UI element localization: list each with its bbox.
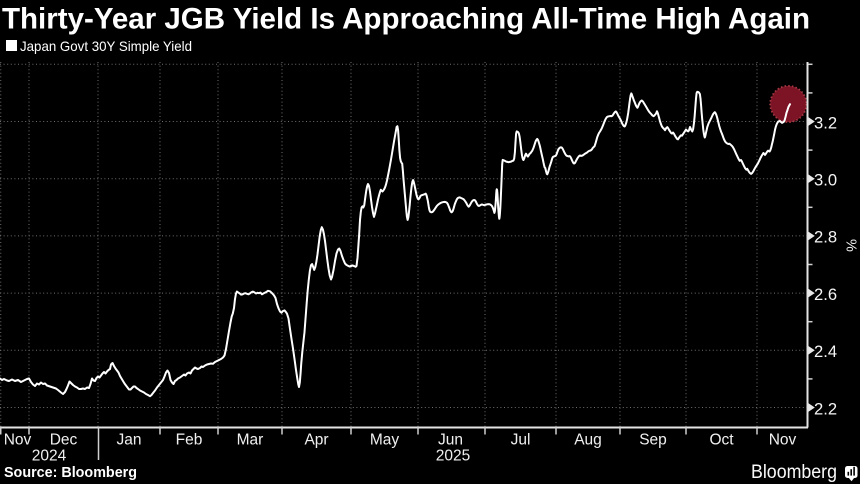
svg-text:Nov: Nov	[4, 432, 32, 449]
svg-text:2025: 2025	[436, 448, 470, 465]
svg-text:2.8: 2.8	[814, 228, 837, 247]
svg-text:Aug: Aug	[574, 432, 602, 449]
svg-text:2.6: 2.6	[814, 285, 837, 304]
svg-text:Japan Govt 30Y Simple Yield: Japan Govt 30Y Simple Yield	[20, 38, 192, 54]
svg-text:Jan: Jan	[117, 432, 142, 449]
svg-text:2.2: 2.2	[814, 399, 837, 418]
svg-text:Nov: Nov	[769, 432, 797, 449]
svg-text:Jun: Jun	[438, 432, 463, 449]
svg-text:May: May	[370, 432, 400, 449]
svg-text:3.2: 3.2	[814, 113, 837, 132]
svg-text:Jul: Jul	[511, 432, 531, 449]
svg-text:%: %	[842, 239, 858, 252]
svg-text:Thirty-Year JGB Yield Is Appro: Thirty-Year JGB Yield Is Approaching All…	[2, 3, 810, 36]
svg-text:Mar: Mar	[237, 432, 264, 449]
svg-text:Source: Bloomberg: Source: Bloomberg	[4, 465, 137, 481]
svg-text:Oct: Oct	[709, 432, 734, 449]
svg-text:2.4: 2.4	[814, 342, 837, 361]
svg-text:Feb: Feb	[176, 432, 203, 449]
svg-text:Sep: Sep	[639, 432, 667, 449]
svg-text:Dec: Dec	[50, 432, 78, 449]
svg-text:2024: 2024	[32, 448, 67, 465]
svg-text:3.0: 3.0	[814, 171, 837, 190]
svg-text:Apr: Apr	[304, 432, 328, 449]
svg-text:Bloomberg: Bloomberg	[751, 461, 837, 483]
